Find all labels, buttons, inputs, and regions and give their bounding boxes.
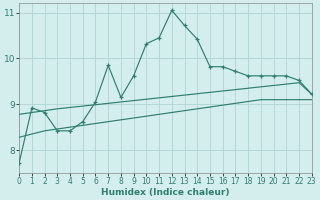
X-axis label: Humidex (Indice chaleur): Humidex (Indice chaleur) bbox=[101, 188, 230, 197]
